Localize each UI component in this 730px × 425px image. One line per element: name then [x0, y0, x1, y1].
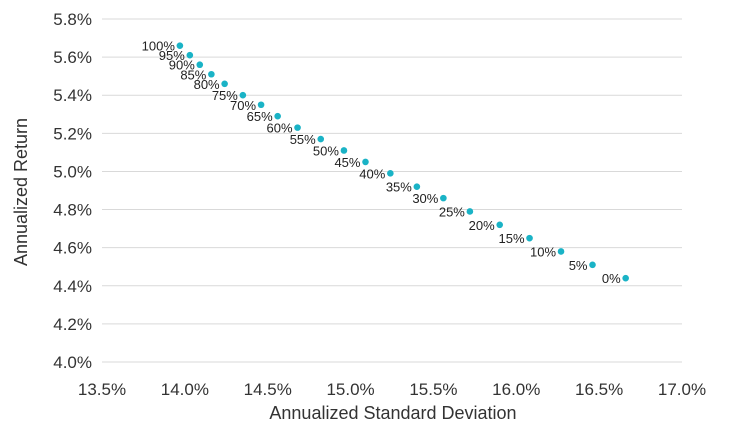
data-point [362, 158, 369, 166]
data-point [239, 91, 247, 99]
data-label: 25% [439, 204, 465, 219]
y-tick-label: 4.4% [53, 277, 92, 296]
x-tick-label: 16.5% [575, 380, 623, 399]
data-point [557, 248, 565, 255]
data-label: 70% [230, 98, 256, 113]
data-label: 50% [313, 143, 339, 158]
y-tick-label: 5.8% [53, 10, 92, 29]
x-tick-label: 15.0% [326, 380, 374, 399]
data-label: 20% [469, 218, 495, 233]
data-point [274, 112, 281, 120]
y-tick-label: 4.6% [53, 239, 92, 258]
data-label: 90% [169, 58, 195, 73]
data-label: 30% [412, 191, 438, 206]
x-tick-label: 13.5% [78, 380, 126, 399]
data-point [176, 42, 184, 49]
x-tick-label: 15.5% [409, 380, 457, 399]
x-axis-ticks: 13.5% 14.0% 14.5% 15.0% 15.5% 16.0% 16.5% 17.0% [78, 380, 706, 399]
data-point [221, 80, 228, 88]
data-label: 65% [247, 109, 273, 124]
data-label: 85% [180, 67, 206, 82]
data-point [196, 61, 204, 69]
data-label: 10% [530, 244, 556, 259]
data-label: 60% [267, 121, 293, 136]
y-tick-label: 5.0% [53, 162, 92, 181]
data-point [413, 183, 421, 190]
data-label: 45% [334, 155, 360, 170]
y-tick-label: 4.2% [53, 315, 92, 334]
data-label: 55% [290, 132, 316, 147]
x-tick-label: 17.0% [658, 380, 706, 399]
x-tick-label: 16.0% [492, 380, 540, 399]
point-labels: 100%95%90%85%80%75%70%65%60%55%50%45%40%… [142, 39, 621, 286]
data-point [496, 221, 504, 229]
data-point [208, 70, 215, 78]
data-point [387, 170, 394, 177]
data-label: 0% [602, 271, 621, 286]
data-label: 5% [569, 258, 588, 273]
y-tick-label: 5.6% [53, 48, 92, 67]
data-point [317, 135, 325, 143]
x-axis-title: Annualized Standard Deviation [269, 403, 516, 423]
data-point [257, 101, 265, 109]
y-tick-label: 4.8% [53, 201, 92, 220]
x-tick-label: 14.5% [244, 380, 292, 399]
data-label: 15% [499, 231, 525, 246]
y-tick-label: 4.0% [53, 353, 92, 372]
data-point [340, 147, 348, 154]
data-label: 100% [142, 39, 176, 54]
data-point [186, 51, 194, 59]
data-label: 35% [386, 180, 412, 195]
x-tick-label: 14.0% [161, 380, 209, 399]
data-point [440, 194, 447, 202]
y-axis-title: Annualized Return [11, 118, 31, 266]
data-label: 95% [159, 48, 185, 63]
y-axis-ticks: 4.0% 4.2% 4.4% 4.6% 4.8% 5.0% 5.2% 5.4% 5.6% 5.8% [53, 10, 92, 372]
data-point [622, 274, 629, 282]
data-point [526, 234, 533, 242]
data-point [466, 208, 474, 215]
data-points [176, 42, 629, 282]
data-point [294, 124, 301, 131]
y-tick-label: 5.4% [53, 86, 92, 105]
data-label: 40% [359, 166, 385, 181]
data-label: 75% [212, 88, 238, 103]
data-point [589, 261, 596, 269]
data-label: 80% [194, 77, 220, 92]
y-tick-label: 5.2% [53, 124, 92, 143]
